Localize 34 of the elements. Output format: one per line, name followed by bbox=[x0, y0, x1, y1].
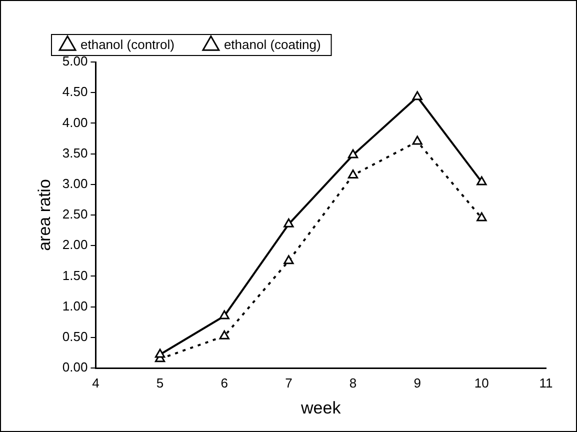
point bbox=[219, 330, 230, 340]
point bbox=[348, 149, 358, 158]
point bbox=[412, 136, 422, 145]
x-tick-label: 9 bbox=[414, 375, 421, 390]
x-tick-label: 5 bbox=[156, 375, 164, 390]
x-tick-label: 10 bbox=[474, 375, 489, 390]
point bbox=[412, 91, 422, 100]
y-tick-label: 4.50 bbox=[62, 84, 88, 100]
y-tick-label: 5.00 bbox=[62, 54, 88, 69]
point bbox=[348, 169, 358, 178]
y-tick-label: 0.00 bbox=[62, 360, 88, 375]
x-tick-label: 7 bbox=[285, 375, 292, 390]
point bbox=[284, 218, 294, 228]
x-tick-label: 4 bbox=[92, 375, 100, 390]
y-tick-label: 2.00 bbox=[62, 237, 88, 252]
point bbox=[476, 212, 487, 222]
legend-label: ethanol (control) bbox=[80, 37, 174, 52]
y-tick-label: 2.50 bbox=[62, 206, 88, 222]
legend-label: ethanol (coating) bbox=[224, 37, 321, 52]
y-tick-label: 3.50 bbox=[62, 145, 88, 160]
point bbox=[154, 348, 166, 358]
y-tick-label: 1.00 bbox=[62, 298, 88, 314]
y-tick-label: 3.00 bbox=[62, 176, 88, 191]
point bbox=[219, 310, 230, 320]
point bbox=[476, 176, 487, 186]
point bbox=[284, 255, 294, 264]
x-tick-label: 6 bbox=[220, 375, 228, 390]
x-tick-label: 11 bbox=[539, 375, 553, 390]
x-tick-label: 8 bbox=[349, 375, 357, 390]
y-tick-label: 4.00 bbox=[62, 114, 88, 130]
x-axis-title: week bbox=[300, 398, 342, 418]
y-tick-label: 1.50 bbox=[62, 268, 88, 283]
y-axis-title: area ratio bbox=[34, 179, 54, 251]
y-tick-label: 0.50 bbox=[62, 328, 88, 344]
